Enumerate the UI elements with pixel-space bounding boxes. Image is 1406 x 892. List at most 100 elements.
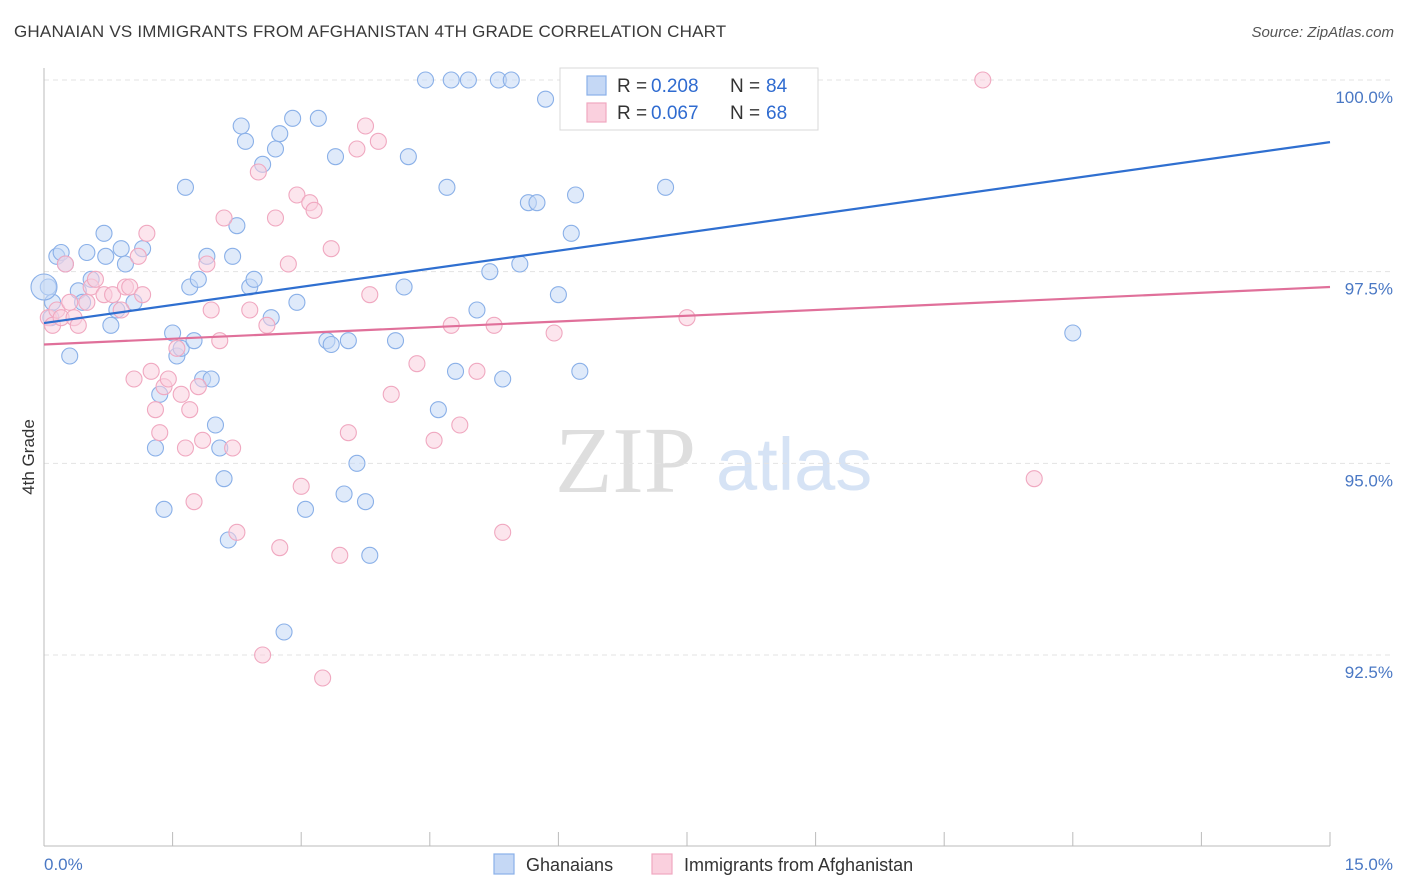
data-point	[224, 439, 242, 457]
legend-top-r-value-1: 0.208	[651, 76, 699, 97]
data-point	[468, 362, 486, 380]
data-point	[361, 546, 379, 564]
data-point	[271, 125, 289, 143]
y-axis-title: 4th Grade	[19, 419, 38, 495]
data-point	[138, 224, 156, 242]
data-point	[446, 362, 465, 380]
legend-top-swatch-afghanistan	[586, 102, 607, 123]
data-point	[494, 370, 512, 388]
data-point	[309, 109, 327, 127]
x-tick-label: 15.0%	[1345, 855, 1393, 874]
legend-bottom-swatch-ghanaians	[493, 853, 515, 875]
data-point	[224, 247, 242, 265]
data-point	[425, 431, 443, 449]
data-point	[202, 301, 220, 319]
data-point	[211, 332, 229, 350]
data-point	[408, 355, 426, 373]
data-point	[399, 148, 417, 166]
legend-top-n-label-2: N =	[730, 103, 765, 124]
data-point	[657, 178, 675, 196]
data-point	[348, 454, 366, 472]
data-point	[279, 255, 297, 273]
data-point	[176, 439, 195, 457]
trend-line-ghanaians	[43, 141, 1331, 325]
data-point	[125, 370, 143, 388]
data-point	[536, 90, 555, 108]
data-point	[331, 546, 349, 564]
legend-bottom: Ghanaians Immigrants from Afghanistan	[493, 853, 913, 875]
y-tick-labels: 92.5% 95.0% 97.5% 100.0%	[1335, 88, 1393, 682]
data-point	[78, 243, 96, 262]
data-point	[356, 117, 375, 135]
data-point	[198, 255, 216, 273]
data-point	[348, 140, 366, 158]
data-point	[678, 309, 696, 327]
data-point	[326, 148, 345, 166]
legend-top-swatch-ghanaians	[586, 75, 607, 96]
data-point	[271, 539, 289, 557]
x-tick-labels: 0.0% 15.0%	[44, 855, 1393, 874]
data-point	[146, 401, 165, 419]
x-tick-label: 0.0%	[44, 855, 83, 874]
data-point	[185, 493, 203, 511]
data-point	[134, 286, 152, 304]
data-point	[266, 140, 285, 158]
data-point	[159, 370, 177, 388]
data-point	[386, 332, 405, 350]
data-point	[102, 316, 120, 334]
data-point	[112, 240, 130, 258]
data-point	[172, 385, 190, 403]
data-point	[545, 324, 563, 342]
data-point	[215, 209, 233, 227]
points-afghanistan	[39, 71, 1043, 687]
data-point	[314, 669, 332, 687]
data-point	[284, 109, 302, 127]
data-point	[339, 332, 357, 350]
data-point	[228, 523, 246, 541]
data-point	[322, 240, 340, 258]
data-point	[511, 255, 529, 273]
data-point	[339, 424, 357, 442]
data-point	[129, 247, 147, 265]
data-point	[168, 339, 186, 357]
data-point	[146, 439, 165, 457]
data-point	[502, 71, 520, 89]
y-tick-label: 92.5%	[1345, 663, 1393, 682]
data-point	[1064, 324, 1082, 342]
points-ghanaians	[30, 71, 1082, 641]
y-tick-label: 97.5%	[1345, 280, 1393, 299]
data-point	[78, 293, 96, 311]
data-point	[30, 273, 58, 301]
legend-top-r-label-2: R =	[617, 103, 652, 124]
data-point	[151, 424, 169, 442]
legend-bottom-label-afghanistan: Immigrants from Afghanistan	[684, 855, 913, 875]
data-point	[194, 431, 212, 449]
data-point	[416, 71, 435, 89]
legend-top-n-value-1: 84	[766, 76, 788, 97]
data-point	[451, 416, 469, 434]
data-point	[181, 401, 199, 419]
data-point	[335, 485, 353, 503]
data-point	[202, 370, 220, 388]
legend-top-r-value-2: 0.067	[651, 103, 699, 124]
data-point	[438, 178, 456, 196]
data-point	[356, 493, 375, 511]
data-point	[571, 362, 589, 380]
data-point	[121, 278, 139, 296]
data-point	[288, 186, 306, 204]
legend-top-n-value-2: 68	[766, 103, 787, 124]
data-point	[288, 293, 306, 311]
watermark-zip: ZIP	[555, 409, 696, 513]
data-point	[305, 201, 323, 219]
data-point	[459, 71, 477, 89]
data-point	[266, 209, 285, 227]
data-point	[468, 301, 486, 319]
y-tick-label: 100.0%	[1335, 88, 1393, 107]
data-point	[494, 523, 512, 541]
data-point	[241, 301, 259, 319]
data-point	[322, 335, 340, 354]
data-point	[189, 378, 207, 396]
data-point	[249, 163, 267, 181]
y-tick-label: 95.0%	[1345, 471, 1393, 490]
